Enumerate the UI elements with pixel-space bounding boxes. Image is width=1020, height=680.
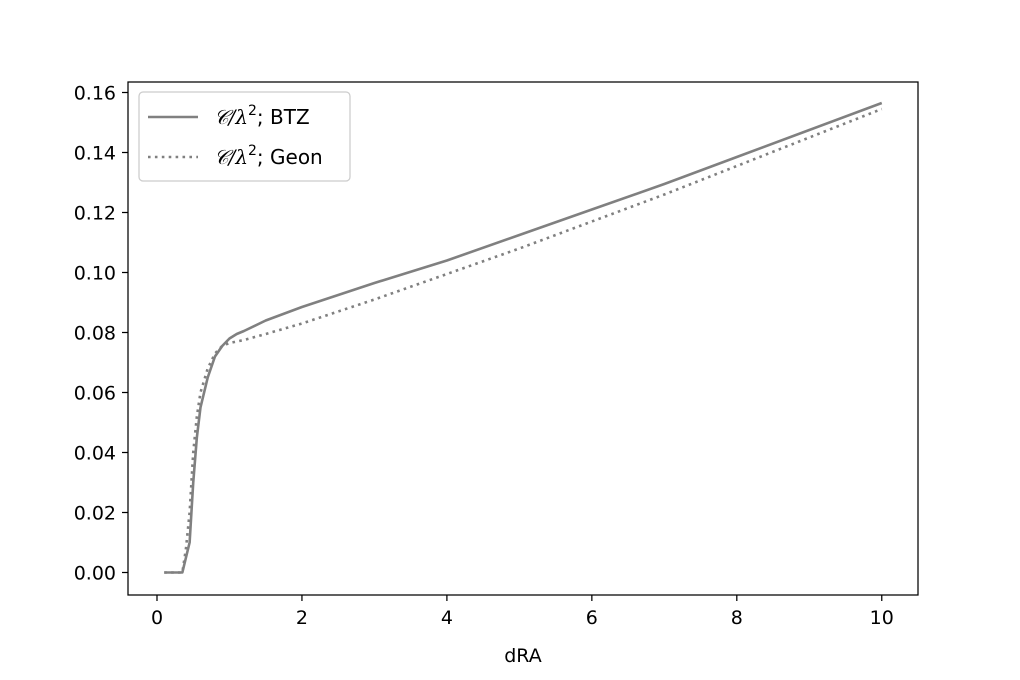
x-tick-label: 8: [731, 607, 743, 629]
y-axis: 0.00 0.02 0.04 0.06 0.08 0.10 0.12 0.14 0.16: [74, 83, 128, 585]
x-tick-label: 6: [586, 607, 598, 629]
x-axis-label: dRA: [504, 645, 542, 667]
x-tick-label: 0: [151, 607, 163, 629]
x-tick-label: 10: [870, 607, 894, 629]
legend-box: [138, 91, 351, 182]
legend: 𝒞/λ2; BTZ 𝒞/λ2; Geon: [138, 91, 351, 182]
y-tick-label: 0.08: [74, 323, 116, 345]
y-tick-label: 0.10: [74, 263, 116, 285]
y-tick-label: 0.02: [74, 503, 116, 525]
legend-label: 𝒞/λ2; Geon: [214, 143, 323, 169]
y-tick-label: 0.16: [74, 83, 116, 105]
legend-label: 𝒞/λ2; BTZ: [214, 103, 310, 129]
x-axis: 0 2 4 6 8 10: [151, 595, 894, 629]
y-tick-label: 0.06: [74, 383, 116, 405]
series-line-btz: [164, 101, 883, 574]
x-tick-label: 2: [296, 607, 308, 629]
series-layer: [164, 101, 883, 574]
x-tick-label: 4: [441, 607, 453, 629]
series-line-geon: [164, 107, 883, 574]
y-tick-label: 0.04: [74, 443, 116, 465]
y-tick-label: 0.14: [74, 143, 116, 165]
y-tick-label: 0.00: [74, 563, 116, 585]
plot-frame: [127, 81, 919, 596]
y-tick-label: 0.12: [74, 203, 116, 225]
